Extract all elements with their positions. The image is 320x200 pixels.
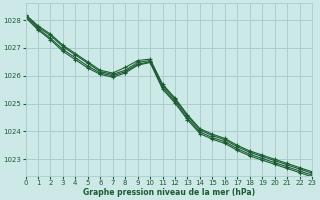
X-axis label: Graphe pression niveau de la mer (hPa): Graphe pression niveau de la mer (hPa) <box>83 188 255 197</box>
